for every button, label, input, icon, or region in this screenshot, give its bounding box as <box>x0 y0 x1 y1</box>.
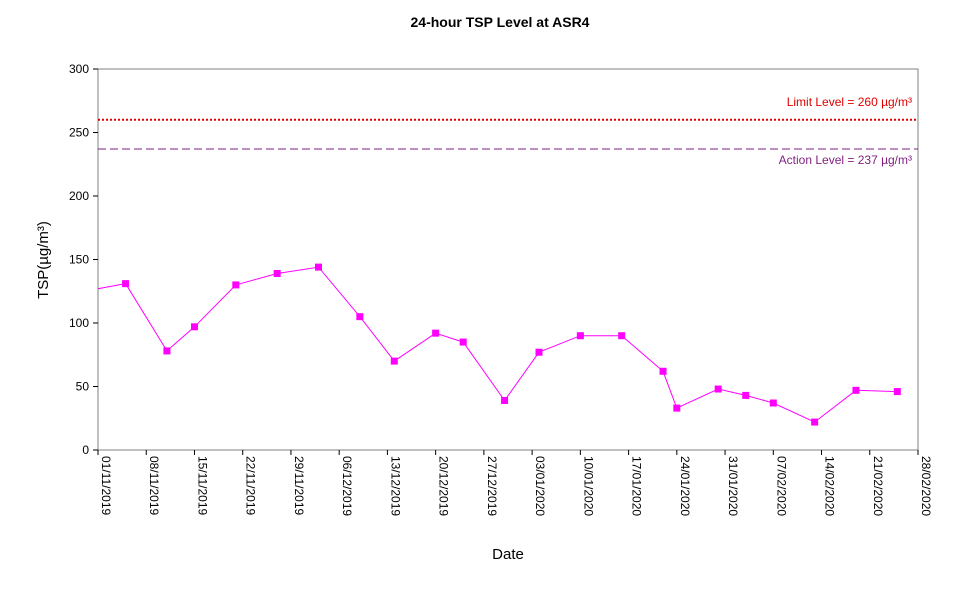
data-point <box>893 388 901 396</box>
x-tick-label: 20/12/2019 <box>437 456 451 516</box>
data-point <box>356 313 364 321</box>
x-tick-label: 17/01/2020 <box>630 456 644 516</box>
data-point <box>714 385 722 393</box>
x-tick-label: 07/02/2020 <box>774 456 788 516</box>
data-point <box>432 329 440 337</box>
x-tick-label: 31/01/2020 <box>726 456 740 516</box>
plot-area <box>97 68 919 451</box>
y-tick-label: 150 <box>69 253 89 267</box>
data-point <box>163 347 171 355</box>
data-point <box>576 332 584 340</box>
y-tick-label: 50 <box>76 380 90 394</box>
x-tick-label: 15/11/2019 <box>195 456 209 515</box>
data-point <box>501 396 509 404</box>
data-point <box>673 404 681 412</box>
chart-title: 24-hour TSP Level at ASR4 <box>411 14 590 30</box>
data-point <box>315 263 323 271</box>
y-axis-label: TSP(µg/m³) <box>35 221 52 299</box>
x-tick-label: 01/11/2019 <box>99 456 113 515</box>
x-tick-label: 10/01/2020 <box>581 456 595 516</box>
y-tick-label: 100 <box>69 316 89 330</box>
data-point <box>273 269 281 277</box>
data-point <box>811 418 819 426</box>
data-point <box>390 357 398 365</box>
data-series <box>97 263 901 426</box>
data-point <box>535 348 543 356</box>
data-point <box>618 332 626 340</box>
x-tick-label: 08/11/2019 <box>147 456 161 515</box>
data-point <box>659 367 667 375</box>
x-axis: 01/11/2019 08/11/2019 15/11/2019 22/11/2019… <box>97 450 933 516</box>
y-tick-label: 300 <box>69 62 89 76</box>
reference-line-label: Action Level = 237 µg/m³ <box>779 153 912 167</box>
x-tick-label: 29/11/2019 <box>292 456 306 515</box>
x-tick-label: 28/02/2020 <box>919 456 933 516</box>
y-axis: 0 50 100 150 200 250 300 <box>69 62 98 457</box>
x-tick-label: 06/12/2019 <box>340 456 354 516</box>
y-tick-label: 250 <box>69 126 89 140</box>
data-point <box>769 399 777 407</box>
data-point <box>190 323 198 331</box>
y-tick-label: 0 <box>82 443 89 457</box>
x-tick-label: 24/01/2020 <box>678 456 692 516</box>
y-tick-label: 200 <box>69 189 89 203</box>
x-tick-label: 21/02/2020 <box>871 456 885 516</box>
data-point <box>742 391 750 399</box>
x-tick-label: 14/02/2020 <box>823 456 837 516</box>
data-point <box>459 338 467 346</box>
x-axis-label: Date <box>492 546 524 563</box>
data-point <box>232 281 240 289</box>
x-tick-label: 13/12/2019 <box>388 456 402 516</box>
series-line <box>97 266 898 423</box>
x-tick-label: 27/12/2019 <box>485 456 499 516</box>
reference-line-label: Limit Level = 260 µg/m³ <box>787 95 912 109</box>
x-tick-label: 22/11/2019 <box>244 456 258 515</box>
data-point <box>852 386 860 394</box>
data-point <box>122 280 130 288</box>
reference-lines: Limit Level = 260 µg/m³ Action Level = 23… <box>98 95 918 167</box>
x-tick-label: 03/01/2020 <box>533 456 547 516</box>
